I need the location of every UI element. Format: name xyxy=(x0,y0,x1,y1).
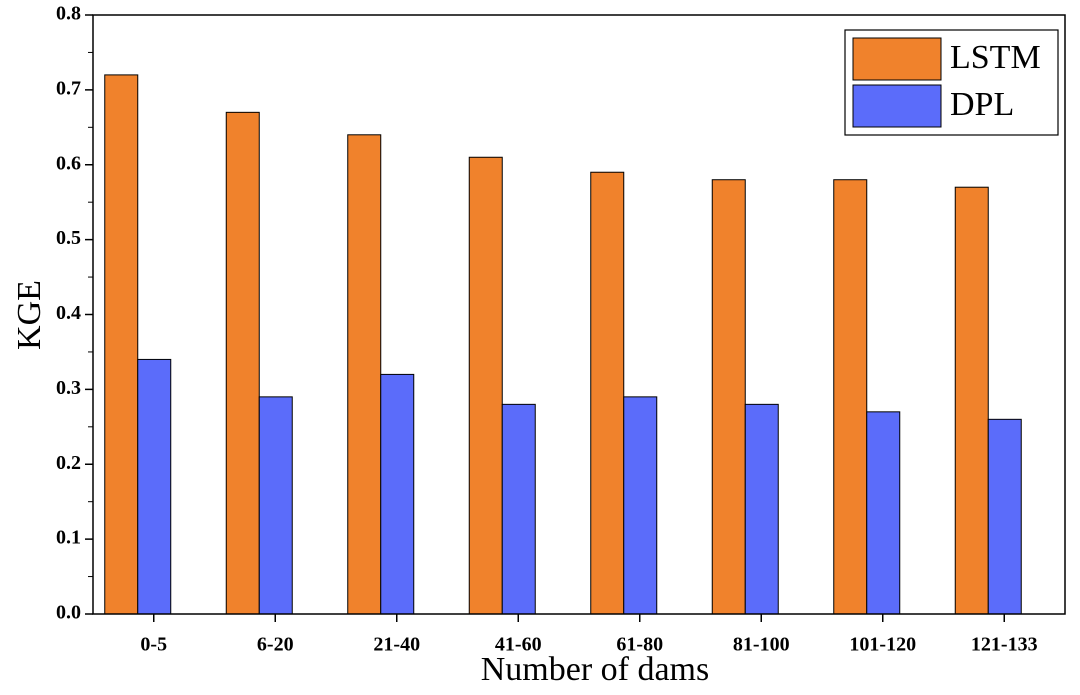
bar xyxy=(347,134,382,615)
bar xyxy=(744,403,779,615)
bar xyxy=(590,171,625,615)
y-tick-label: 0.0 xyxy=(56,602,81,624)
legend-label: LSTM xyxy=(950,39,1041,76)
bar xyxy=(954,186,989,615)
y-tick-label: 0.6 xyxy=(56,152,81,174)
legend-swatch xyxy=(852,84,942,128)
x-tick-label: 41-60 xyxy=(495,634,542,656)
y-tick-label: 0.8 xyxy=(56,3,81,25)
x-tick-label: 81-100 xyxy=(733,634,790,656)
bar xyxy=(623,396,658,615)
bar xyxy=(833,179,868,615)
y-tick-label: 0.1 xyxy=(56,527,81,549)
y-axis-label: KGE xyxy=(11,280,48,350)
x-tick-label: 121-133 xyxy=(971,634,1038,656)
plot-frame xyxy=(92,14,1066,615)
bar xyxy=(987,418,1022,615)
bar xyxy=(711,179,746,615)
y-tick-label: 0.7 xyxy=(56,77,81,99)
bar xyxy=(258,396,293,615)
legend-label: DPL xyxy=(950,86,1014,123)
x-tick-label: 101-120 xyxy=(849,634,916,656)
bar xyxy=(225,111,260,615)
bar xyxy=(501,403,536,615)
bar xyxy=(866,411,901,615)
x-tick-label: 21-40 xyxy=(373,634,420,656)
y-tick-label: 0.4 xyxy=(56,302,81,324)
x-tick-label: 61-80 xyxy=(616,634,663,656)
bar xyxy=(468,156,503,615)
bar xyxy=(380,373,415,615)
y-tick-label: 0.3 xyxy=(56,377,81,399)
y-tick-label: 0.2 xyxy=(56,452,81,474)
bar xyxy=(104,74,139,615)
x-axis-label: Number of dams xyxy=(481,651,710,688)
x-tick-label: 0-5 xyxy=(140,634,167,656)
legend-swatch xyxy=(852,37,942,81)
y-tick-label: 0.5 xyxy=(56,227,81,249)
bar xyxy=(137,358,172,615)
x-tick-label: 6-20 xyxy=(257,634,294,656)
